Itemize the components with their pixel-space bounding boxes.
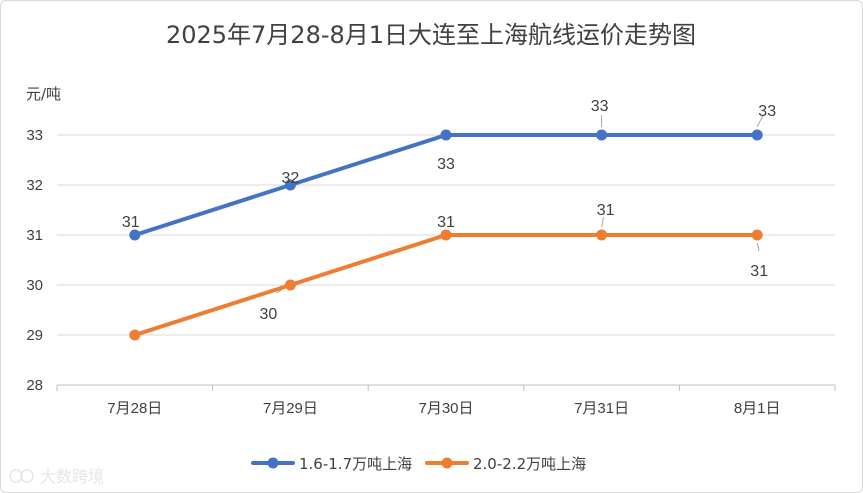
data-point [596, 229, 608, 241]
y-tick-label: 30 [26, 277, 43, 294]
chart-title: 2025年7月28-8月1日大连至上海航线运价走势图 [166, 21, 696, 49]
y-tick-label: 33 [26, 127, 43, 144]
watermark-logo-icon [9, 469, 23, 483]
data-point [284, 179, 296, 191]
series-group [129, 129, 763, 341]
data-label: 33 [591, 98, 609, 115]
x-tick-label: 7月30日 [418, 400, 473, 417]
data-label: 30 [260, 306, 278, 323]
data-label: 31 [597, 202, 615, 219]
y-axis-label: 元/吨 [26, 85, 61, 103]
legend-label: 1.6-1.7万吨上海 [299, 455, 412, 473]
x-tick-label: 7月29日 [263, 400, 318, 417]
watermark-logo-icon-2 [20, 469, 34, 483]
data-point [596, 129, 608, 141]
label-leader-lines [276, 114, 764, 294]
data-point [440, 229, 452, 241]
data-label: 31 [437, 214, 455, 231]
data-point [284, 279, 296, 291]
legend: 1.6-1.7万吨上海 2.0-2.2万吨上海 [251, 455, 586, 473]
y-tick-label: 32 [26, 177, 43, 194]
watermark-text: 大数跨境 [40, 467, 104, 486]
x-tick-label: 7月31日 [574, 400, 629, 417]
y-tick-labels: 28 29 30 31 32 33 [26, 127, 43, 394]
data-label: 33 [437, 156, 455, 173]
label-leader-line [601, 216, 605, 228]
legend-swatch-marker [267, 457, 279, 469]
data-point [440, 129, 452, 141]
x-axis [56, 384, 836, 391]
data-label: 32 [282, 170, 300, 187]
legend-swatch-marker [441, 457, 453, 469]
data-point [129, 329, 141, 341]
data-label: 33 [758, 103, 776, 120]
label-leader-line [756, 242, 760, 252]
y-tick-label: 29 [26, 327, 43, 344]
y-tick-label: 31 [26, 227, 43, 244]
data-label: 31 [122, 214, 140, 231]
data-point [751, 129, 763, 141]
data-point [129, 229, 141, 241]
y-tick-label: 28 [26, 377, 43, 394]
data-point [751, 229, 763, 241]
label-leader-line [756, 114, 764, 128]
x-tick-label: 8月1日 [734, 400, 781, 417]
data-label: 31 [750, 263, 768, 280]
legend-label: 2.0-2.2万吨上海 [473, 455, 586, 473]
x-tick-label: 7月28日 [107, 400, 162, 417]
data-labels: 31 32 33 33 33 30 31 31 31 [122, 98, 776, 323]
x-tick-labels: 7月28日 7月29日 7月30日 7月31日 8月1日 [107, 400, 780, 417]
watermark: 大数跨境 [9, 467, 104, 486]
